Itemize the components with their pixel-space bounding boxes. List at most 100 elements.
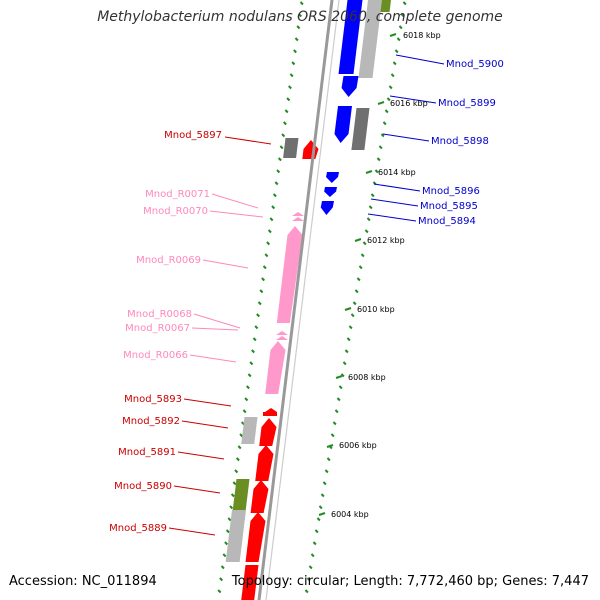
tick-mark [284, 109, 289, 114]
leader-line [211, 193, 259, 209]
tick-mark [336, 397, 341, 402]
tick-mark [220, 565, 225, 570]
gene-label-mnod-5899[interactable]: Mnod_5899 [438, 98, 496, 109]
gene-labels: Mnod_5900 Mnod_5899 Mnod_5898 Mnod_5897 … [109, 59, 504, 534]
tick-mark [346, 337, 351, 342]
cds-forward-mnod-5893 [265, 408, 277, 412]
tick-mark [259, 289, 264, 294]
gene-label-mnod-5894[interactable]: Mnod_5894 [418, 216, 476, 227]
gene-label-mnod-r0071[interactable]: Mnod_R0071 [145, 189, 210, 200]
gene-label-mnod-5891[interactable]: Mnod_5891 [118, 447, 176, 458]
gene-label-mnod-r0070[interactable]: Mnod_R0070 [143, 206, 208, 217]
tick-mark [294, 37, 299, 42]
tick-mark [312, 541, 317, 546]
rna-mnod-r0070 [292, 217, 304, 221]
leader-line [191, 327, 239, 331]
tick-mark [304, 589, 309, 594]
rna-mnod-r0068 [276, 331, 288, 335]
scale-label: 6004 kbp [331, 510, 369, 519]
tick-mark [396, 37, 401, 42]
tick-mark [306, 577, 311, 582]
tick-mark [324, 469, 329, 474]
tick-mark [224, 541, 229, 546]
gene-label-mnod-5893[interactable]: Mnod_5893 [124, 394, 182, 405]
tick-mark [334, 409, 339, 414]
leader-line [389, 95, 437, 104]
scale-label: 6016 kbp [390, 99, 428, 108]
tick-mark [376, 157, 381, 162]
leader-line [183, 398, 232, 407]
tick-mark [388, 85, 393, 90]
gene-label-mnod-5897[interactable]: Mnod_5897 [164, 130, 222, 141]
tick-mark [237, 445, 242, 450]
tick-mark [390, 73, 395, 78]
leader-line [168, 527, 216, 536]
tick-mark [348, 325, 353, 330]
tick-mark [264, 253, 269, 258]
tick-mark [286, 97, 291, 102]
scale-tick [377, 101, 385, 105]
gene-label-mnod-r0066[interactable]: Mnod_R0066 [123, 350, 188, 361]
tick-mark [271, 205, 276, 210]
cog-box [283, 138, 299, 158]
tick-mark [356, 277, 361, 282]
leader-line [395, 54, 445, 65]
scale-tick [326, 444, 334, 448]
cds-forward-mnod-5893 [263, 412, 277, 416]
leader-line [177, 451, 225, 460]
inner-tick-track [304, 1, 407, 594]
scale-tick [365, 170, 373, 174]
tick-mark [244, 397, 249, 402]
gene-label-mnod-5898[interactable]: Mnod_5898 [431, 136, 489, 147]
leader-line [224, 136, 272, 145]
genome-backbone [257, 0, 340, 600]
scale-label: 6018 kbp [403, 31, 441, 40]
leader-line [193, 313, 241, 329]
map-title: Methylobacterium nodulans ORS 2060, comp… [97, 9, 503, 25]
tick-mark [222, 553, 227, 558]
scale-tick [389, 33, 397, 37]
gene-label-mnod-5889[interactable]: Mnod_5889 [109, 523, 167, 534]
gene-label-mnod-r0069[interactable]: Mnod_R0069 [136, 255, 201, 266]
tick-mark [282, 121, 287, 126]
tick-mark [281, 133, 286, 138]
tick-mark [235, 457, 240, 462]
gene-label-mnod-5890[interactable]: Mnod_5890 [114, 481, 172, 492]
tick-mark [299, 1, 304, 6]
leader-line [209, 210, 264, 218]
tick-mark [234, 469, 239, 474]
gene-label-mnod-r0068[interactable]: Mnod_R0068 [127, 309, 192, 320]
rna-mnod-r0069 [276, 226, 303, 323]
tick-mark [277, 157, 282, 162]
gene-label-mnod-5892[interactable]: Mnod_5892 [122, 416, 180, 427]
leader-line [367, 213, 417, 222]
tick-mark [352, 301, 357, 306]
rna-mnod-r0066 [265, 341, 286, 394]
tick-mark [362, 241, 367, 246]
tick-mark [368, 205, 373, 210]
cds-forward-mnod-5892 [259, 418, 277, 446]
gene-label-mnod-5896[interactable]: Mnod_5896 [422, 186, 480, 197]
tick-mark [296, 25, 301, 30]
tick-mark [239, 433, 244, 438]
tick-mark [262, 265, 267, 270]
gene-label-mnod-r0067[interactable]: Mnod_R0067 [125, 323, 190, 334]
tick-mark [254, 325, 259, 330]
tick-mark [380, 133, 385, 138]
tick-mark [247, 373, 252, 378]
tick-mark [249, 361, 254, 366]
gene-label-mnod-5900[interactable]: Mnod_5900 [446, 59, 504, 70]
tick-mark [340, 373, 345, 378]
scale-ticks [318, 33, 397, 516]
tick-mark [232, 481, 237, 486]
gene-label-mnod-5895[interactable]: Mnod_5895 [420, 201, 478, 212]
tick-mark [246, 385, 250, 390]
tick-mark [316, 517, 321, 522]
tick-mark [272, 193, 277, 198]
tick-mark [322, 481, 327, 486]
tick-mark [332, 421, 337, 426]
backbone-line [257, 0, 334, 600]
leader-line [202, 259, 249, 269]
tick-mark [225, 529, 230, 534]
tick-mark [338, 385, 343, 390]
